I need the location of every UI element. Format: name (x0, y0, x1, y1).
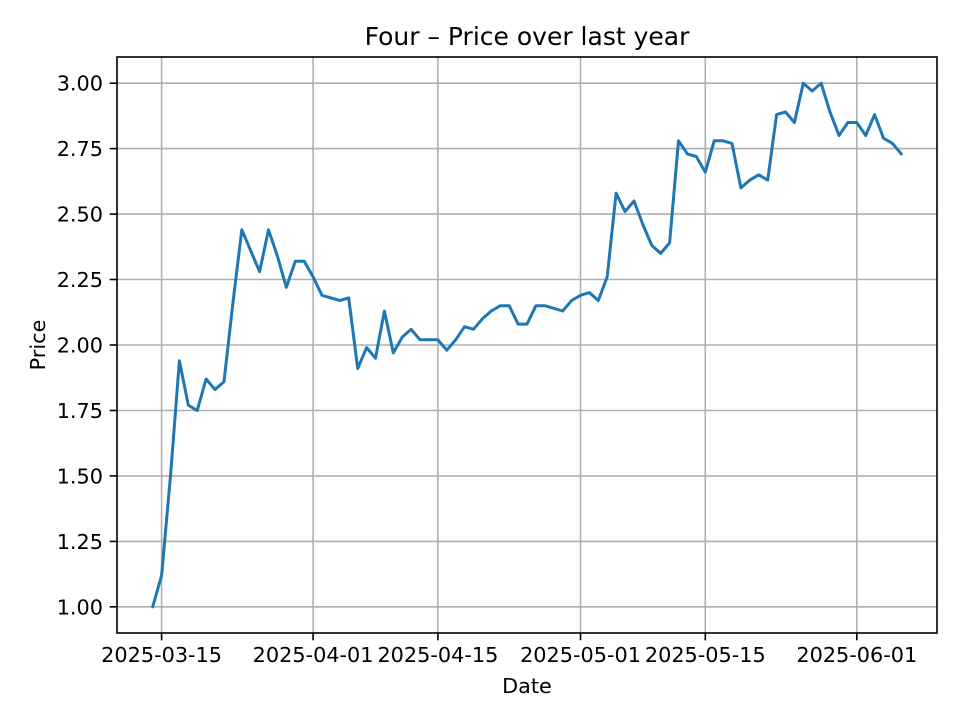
y-tick-label: 1.50 (57, 464, 103, 488)
y-tick-label: 2.50 (57, 203, 103, 227)
y-tick-label: 2.75 (57, 137, 103, 161)
axes-frame (116, 56, 938, 634)
y-tick-label: 1.25 (57, 530, 103, 554)
price-line-series (151, 81, 903, 609)
tick-layer: 1.00 1.25 1.50 1.75 2.00 2.25 2.50 2.75 3.00 2025… (57, 72, 918, 667)
series-layer (151, 81, 903, 609)
y-tick-label: 2.25 (57, 268, 103, 292)
y-tick-label: 1.75 (57, 399, 103, 423)
x-tick-label: 2025-04-01 (253, 643, 374, 667)
x-tick-label: 2025-06-01 (796, 643, 917, 667)
y-tick-label: 3.00 (57, 72, 103, 96)
x-tick-label: 2025-03-15 (101, 643, 222, 667)
y-tick-label: 1.00 (57, 595, 103, 619)
x-tick-label: 2025-05-01 (520, 643, 641, 667)
chart-title: Four – Price over last year (365, 22, 690, 51)
x-tick-label: 2025-05-15 (645, 643, 766, 667)
grid-layer (117, 57, 937, 633)
y-tick-label: 2.00 (57, 334, 103, 358)
y-axis-label: Price (26, 320, 50, 371)
x-axis-label: Date (502, 674, 552, 698)
x-tick-label: 2025-04-15 (377, 643, 498, 667)
